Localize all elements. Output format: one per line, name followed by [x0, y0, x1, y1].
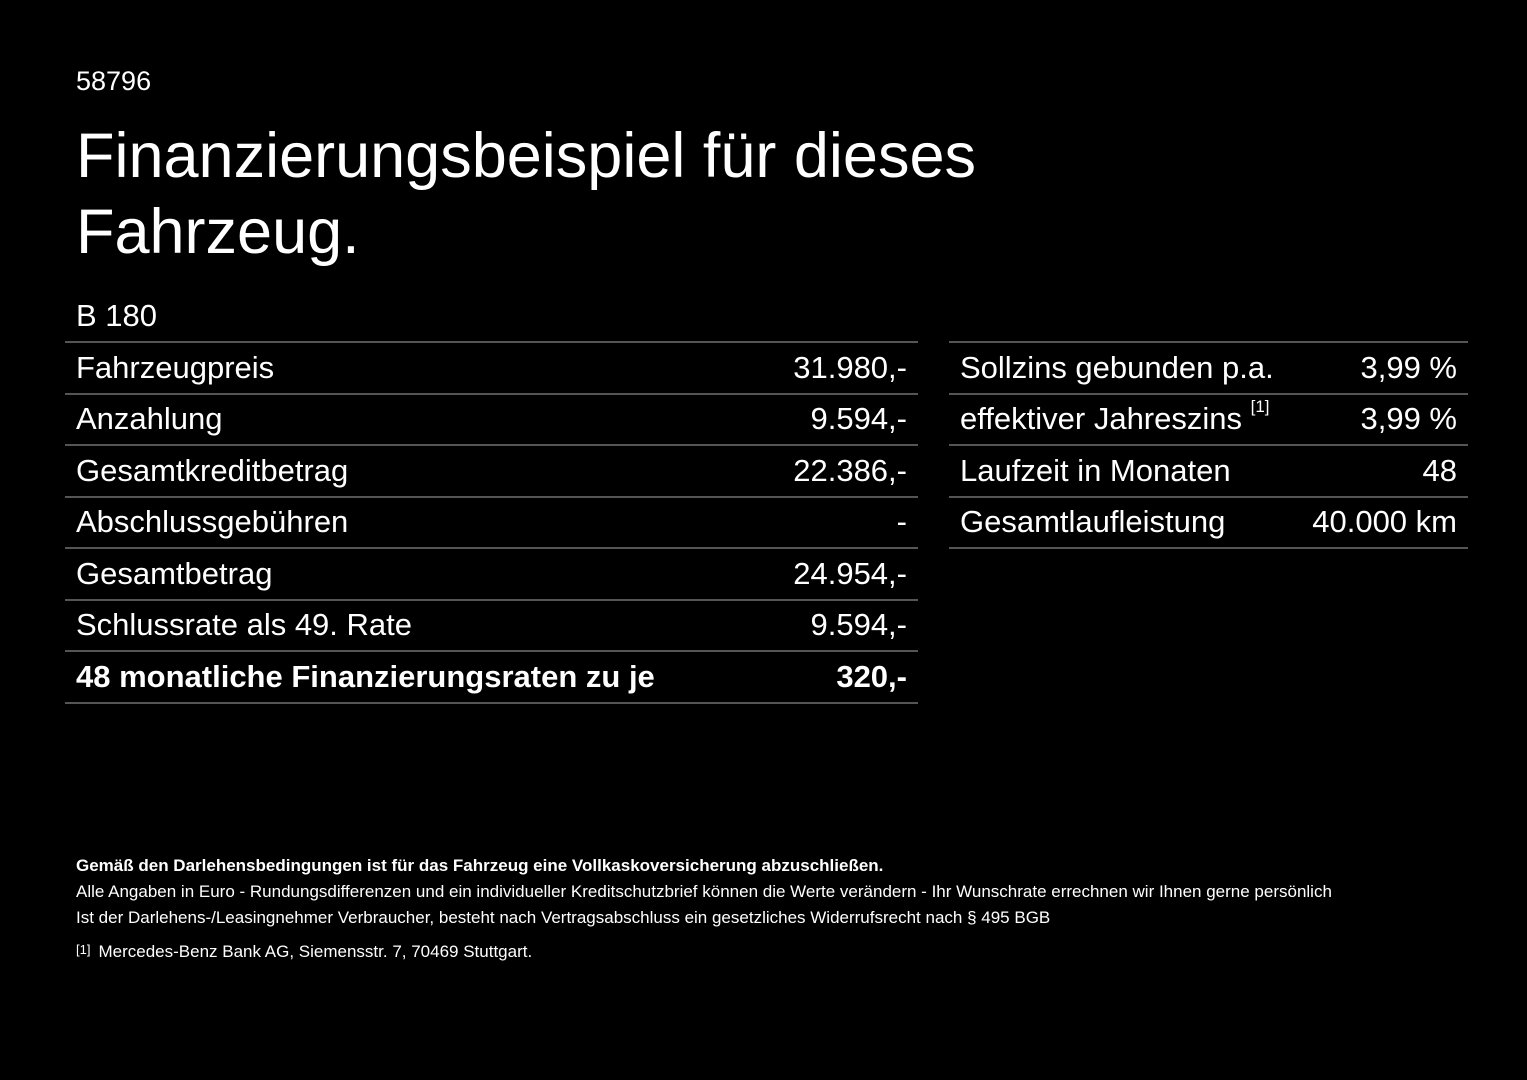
row-value: 9.594,- [760, 392, 918, 446]
row-label: Gesamtkreditbetrag [65, 444, 761, 498]
row-value: 48 [1295, 444, 1468, 498]
row-value: 3,99 % [1295, 341, 1468, 395]
table-row: Anzahlung 9.594,- [65, 392, 918, 446]
row-label: Abschlussgebühren [65, 495, 761, 549]
row-label: Fahrzeugpreis [65, 341, 761, 395]
disclaimer-line: Ist der Darlehens-/Leasingnehmer Verbrau… [76, 908, 1051, 927]
legal-notes: Gemäß den Darlehensbedingungen ist für d… [76, 853, 1332, 965]
row-value: 22.386,- [760, 444, 918, 498]
insurance-note: Gemäß den Darlehensbedingungen ist für d… [76, 856, 884, 875]
row-label: 48 monatliche Finanzierungsraten zu je [65, 650, 761, 704]
table-row: Abschlussgebühren - [65, 495, 918, 549]
table-row: Sollzins gebunden p.a. 3,99 % [949, 341, 1468, 395]
footnote: [1] Mercedes-Benz Bank AG, Siemensstr. 7,… [76, 939, 1332, 965]
financing-table: Fahrzeugpreis 31.980,- Anzahlung 9.594,- G… [65, 341, 918, 704]
row-label: Schlussrate als 49. Rate [65, 598, 761, 652]
row-label-cell: effektiver Jahreszins [1] [949, 392, 1296, 446]
table-row: Fahrzeugpreis 31.980,- [65, 341, 918, 395]
row-label: Laufzeit in Monaten [949, 444, 1296, 498]
row-label: Sollzins gebunden p.a. [949, 341, 1296, 395]
interest-table: Sollzins gebunden p.a. 3,99 % effektiver … [949, 341, 1468, 549]
table-row: effektiver Jahreszins [1] 3,99 % [949, 392, 1468, 446]
row-label: effektiver Jahreszins [960, 401, 1242, 437]
row-value: - [760, 495, 918, 549]
row-value: 9.594,- [760, 598, 918, 652]
row-value: 31.980,- [760, 341, 918, 395]
footnote-text: Mercedes-Benz Bank AG, Siemensstr. 7, 70… [98, 942, 533, 961]
table-row: Gesamtkreditbetrag 22.386,- [65, 444, 918, 498]
footnote-marker: [1] [1250, 397, 1270, 417]
footnote-marker: [1] [76, 942, 91, 957]
row-label: Anzahlung [65, 392, 761, 446]
offer-id: 58796 [76, 66, 152, 96]
disclaimer-line: Alle Angaben in Euro - Rundungsdifferenz… [76, 882, 1332, 901]
row-label: Gesamtlaufleistung [949, 495, 1296, 549]
row-label: Gesamtbetrag [65, 547, 761, 601]
model-name: B 180 [76, 298, 158, 333]
table-row: Gesamtlaufleistung 40.000 km [949, 495, 1468, 549]
table-row: Laufzeit in Monaten 48 [949, 444, 1468, 498]
table-row: Gesamtbetrag 24.954,- [65, 547, 918, 601]
row-value: 3,99 % [1295, 392, 1468, 446]
row-value: 320,- [760, 650, 918, 704]
monthly-rate-row: 48 monatliche Finanzierungsraten zu je 32… [65, 650, 918, 704]
page-title: Finanzierungsbeispiel für dieses Fahrzeu… [76, 121, 976, 267]
table-row: Schlussrate als 49. Rate 9.594,- [65, 598, 918, 652]
row-value: 24.954,- [760, 547, 918, 601]
row-value: 40.000 km [1295, 495, 1468, 549]
